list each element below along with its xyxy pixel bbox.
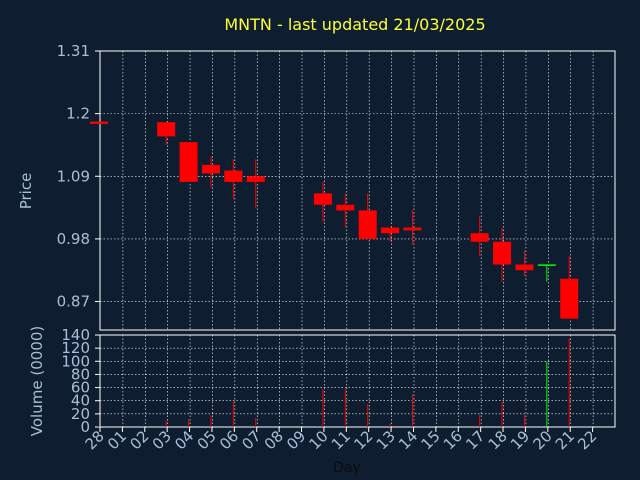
price-panel (99, 50, 616, 331)
candles (90, 121, 579, 319)
volume-tick-label: 80 (71, 365, 90, 383)
volume-axis-label: Volume (0000) (28, 326, 46, 436)
candle-body (336, 204, 355, 211)
x-axis-label: Day (333, 460, 361, 476)
volume-panel (99, 334, 616, 428)
candle-body (470, 233, 489, 242)
price-axis-label: Price (17, 173, 35, 210)
candle-body (560, 278, 579, 319)
candle-body (403, 227, 422, 231)
volume-tick-label: 100 (61, 352, 90, 370)
price-tick-label: 0.98 (57, 230, 90, 248)
chart-title: MNTN - last updated 21/03/2025 (224, 15, 485, 34)
volume-tick-label: 0 (80, 418, 90, 436)
x-tick-label: 22 (574, 427, 600, 453)
candle-body (313, 193, 332, 205)
volume-bars (98, 338, 570, 427)
price-tick-label: 1.2 (66, 105, 90, 123)
candle-body (358, 210, 377, 239)
candle-body (381, 227, 400, 234)
candle-body (493, 241, 512, 265)
candle-body (157, 122, 176, 137)
candle-body (201, 164, 220, 174)
volume-tick-label: 140 (61, 326, 90, 344)
candle-body (515, 264, 534, 271)
price-tick-label: 0.87 (57, 293, 90, 311)
candle-body (246, 176, 265, 182)
volume-tick-label: 120 (61, 339, 90, 357)
price-tick-label: 1.31 (57, 42, 90, 60)
price-tick-label: 1.09 (57, 167, 90, 185)
candle-body (90, 121, 108, 124)
candle-body (179, 142, 198, 182)
volume-grid (100, 335, 615, 427)
volume-tick-label: 40 (71, 392, 90, 410)
volume-tick-label: 20 (71, 405, 90, 423)
price-y-ticks: 1.31 1.2 1.09 0.98 0.87 (57, 42, 100, 311)
volume-tick-label: 60 (71, 379, 90, 397)
candle-body (224, 170, 243, 182)
x-ticks: 2801020304050607080910111213141516171819… (82, 427, 600, 453)
